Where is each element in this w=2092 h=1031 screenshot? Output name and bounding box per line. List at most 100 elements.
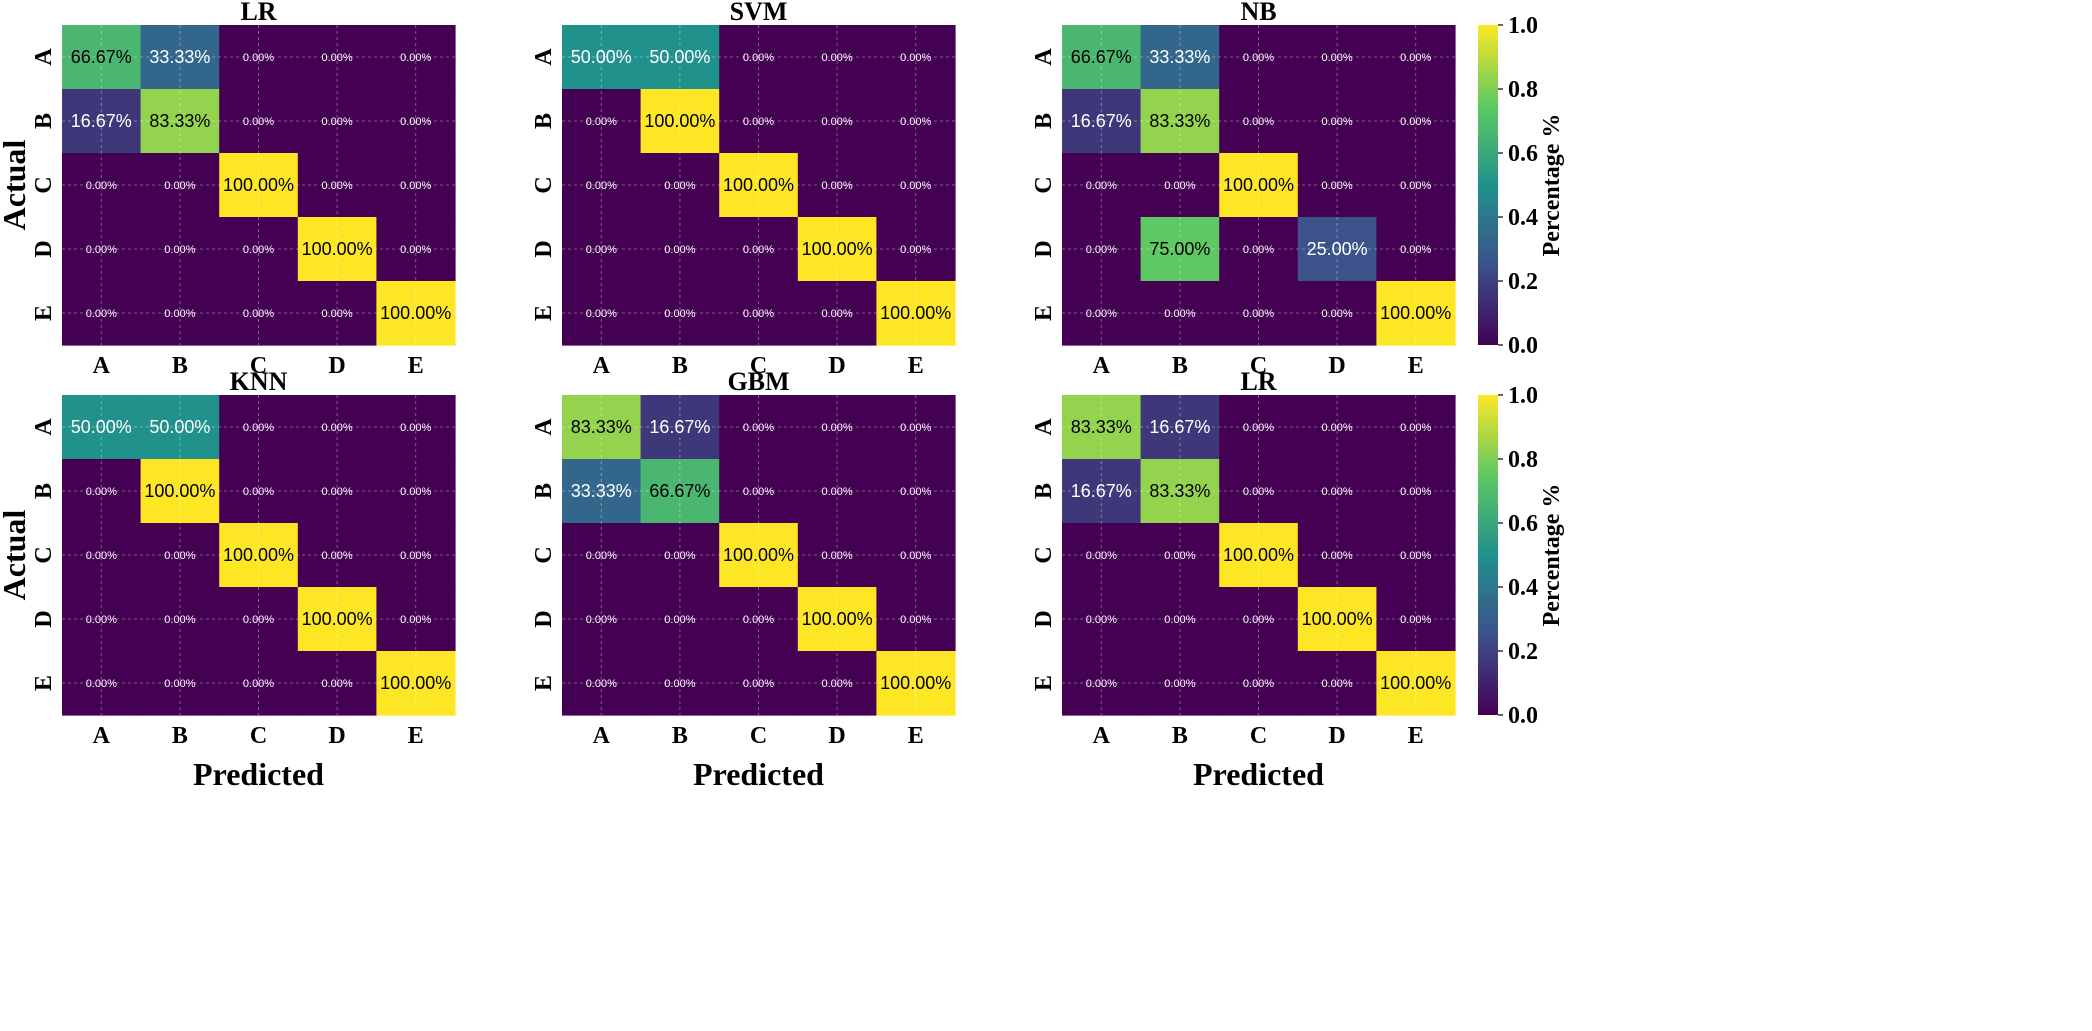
- panel-1-lr-cell-label: 16.67%: [71, 111, 132, 131]
- panel-6-lr-cell-label: 16.67%: [1071, 481, 1132, 501]
- panel-1-lr-cell-label: 0.00%: [400, 116, 431, 128]
- panel-5-gbm-cell-label: 0.00%: [900, 486, 931, 498]
- panel-4-knn-cell-label: 50.00%: [149, 417, 210, 437]
- panel-5-gbm-cell-label: 0.00%: [664, 678, 695, 690]
- panel-6-lr-cell-b-a: [1062, 459, 1142, 524]
- panel-5-gbm-ytick-e: E: [531, 675, 557, 691]
- panel-3-nb-cell-label: 0.00%: [1086, 308, 1117, 320]
- panel-4-knn-cell-a-a: [62, 395, 142, 460]
- panel-1-lr-cell-label: 0.00%: [243, 116, 274, 128]
- panel-6-lr-cell-label: 16.67%: [1149, 417, 1210, 437]
- panel-2-svm-cell-label: 0.00%: [900, 52, 931, 64]
- panel-4-knn-cell-e-b: [140, 651, 220, 716]
- panel-1-lr-cell-c-a: [62, 153, 142, 218]
- panel-1-lr-xtick-e: E: [408, 353, 424, 379]
- panel-1-lr-cell-b-d: [297, 89, 377, 154]
- panel-6-lr-cell-d-c: [1219, 587, 1299, 652]
- panel-2-svm-cell-label: 0.00%: [743, 308, 774, 320]
- panel-2-svm-cell-label: 0.00%: [586, 244, 617, 256]
- panel-1-lr-cell-label: 0.00%: [321, 52, 352, 64]
- panel-4-knn-cell-label: 0.00%: [86, 614, 117, 626]
- panel-3-nb-cell-label: 25.00%: [1307, 239, 1368, 259]
- panel-5-gbm-cell-e-d: [797, 651, 877, 716]
- panel-4-knn-cell-d-e: [376, 587, 456, 652]
- panel-5-gbm-cell-c-d: [797, 523, 877, 588]
- panel-3-nb-cell-label: 66.67%: [1071, 47, 1132, 67]
- panel-2-svm-cell-label: 0.00%: [821, 52, 852, 64]
- panel-1-lr-cell-label: 0.00%: [86, 308, 117, 320]
- panel-6-lr-xtick-b: B: [1172, 723, 1188, 749]
- panel-6-lr-cell-d-e: [1376, 587, 1456, 652]
- panel-3-nb-cell-label: 0.00%: [1321, 116, 1352, 128]
- panel-2-svm-ytick-b: B: [531, 113, 557, 129]
- panel-1-lr-cell-label: 0.00%: [164, 308, 195, 320]
- panel-2-svm-cell-e-d: [797, 281, 877, 346]
- panel-6-lr-cell-label: 0.00%: [1086, 550, 1117, 562]
- panel-3-nb-cell-label: 0.00%: [1243, 52, 1274, 64]
- panel-4-knn-xtick-d: D: [328, 723, 345, 749]
- panel-5-gbm-cell-label: 100.00%: [880, 673, 951, 693]
- panel-4-knn-cell-d-b: [140, 587, 220, 652]
- panel-2-svm-xtick-c: C: [750, 353, 767, 379]
- panel-4-knn-xtick-e: E: [408, 723, 424, 749]
- panel-2-svm-cell-label: 0.00%: [743, 244, 774, 256]
- panel-3-nb-ytick-b: B: [1031, 113, 1057, 129]
- panel-4-knn-cell-label: 0.00%: [321, 422, 352, 434]
- panel-3-nb-cell-a-d: [1297, 25, 1377, 90]
- panel-1-lr-ytick-c: C: [31, 176, 57, 193]
- panel-3-nb-xtick-d: D: [1328, 353, 1345, 379]
- panel-1-lr-xtick-a: A: [93, 353, 111, 379]
- panel-6-lr-cell-c-e: [1376, 523, 1456, 588]
- panel-3-nb-cell-d-c: [1219, 217, 1299, 282]
- panel-3-nb: 66.67% 33.33% 0.00% 0.00% 0.00% 16.67% 83.33% 0…: [1031, 0, 1456, 379]
- panel-3-nb-cell-label: 0.00%: [1400, 244, 1431, 256]
- panel-1-lr-cell-label: 33.33%: [149, 47, 210, 67]
- panel-6-lr-cell-label: 0.00%: [1321, 422, 1352, 434]
- panel-4-knn-cell-b-d: [297, 459, 377, 524]
- panel-6-lr-cell-a-c: [1219, 395, 1299, 460]
- panel-2-svm-xtick-b: B: [672, 353, 688, 379]
- panel-3-nb-ytick-a: A: [1031, 48, 1057, 66]
- panel-3-nb-cell-b-d: [1297, 89, 1377, 154]
- panel-6-lr-cell-label: 0.00%: [1086, 678, 1117, 690]
- panel-2-svm-cell-label: 0.00%: [900, 180, 931, 192]
- panel-4-knn-cell-label: 0.00%: [243, 486, 274, 498]
- panel-6-lr-cell-d-d: [1297, 587, 1377, 652]
- panel-4-knn-cell-label: 0.00%: [400, 486, 431, 498]
- panel-4-knn-cell-e-a: [62, 651, 142, 716]
- panel-6-lr-ytick-a: A: [1031, 418, 1057, 436]
- panel-1-lr-cell-d-c: [219, 217, 299, 282]
- panel-4-knn-cell-e-d: [297, 651, 377, 716]
- panel-2-svm-cell-d-c: [719, 217, 799, 282]
- panel-6-lr-cell-b-e: [1376, 459, 1456, 524]
- panel-1-lr-cell-e-c: [219, 281, 299, 346]
- panel-2-svm-cell-label: 100.00%: [723, 175, 794, 195]
- panel-2-svm-cell-e-e: [876, 281, 956, 346]
- panel-1-lr-cell-c-d: [297, 153, 377, 218]
- panel-5-gbm-cell-label: 83.33%: [571, 417, 632, 437]
- panel-6-lr-cell-e-e: [1376, 651, 1456, 716]
- panel-3-nb-cell-a-a: [1062, 25, 1142, 90]
- panel-3-nb-cell-a-b: [1140, 25, 1220, 90]
- panel-6-lr-xtick-a: A: [1093, 723, 1111, 749]
- panel-5-gbm-cell-d-e: [876, 587, 956, 652]
- panel-4-knn-ytick-c: C: [31, 546, 57, 563]
- panel-3-nb-cell-label: 0.00%: [1243, 308, 1274, 320]
- panel-6-lr-cell-label: 100.00%: [1302, 609, 1373, 629]
- extra-labels-group: Predicted: [193, 756, 324, 792]
- panel-6-lr-cell-a-b: [1140, 395, 1220, 460]
- panel-1-lr-cell-b-c: [219, 89, 299, 154]
- panel-6-lr-cell-a-e: [1376, 395, 1456, 460]
- panel-6-lr-cell-d-b: [1140, 587, 1220, 652]
- panel-5-gbm-cell-label: 0.00%: [900, 614, 931, 626]
- panel-6-lr-ytick-e: E: [1031, 675, 1057, 691]
- panel-5-gbm-cell-d-c: [719, 587, 799, 652]
- panel-5-gbm-cell-e-b: [640, 651, 720, 716]
- panel-1-lr-cell-c-c: [219, 153, 299, 218]
- panel-1-lr-cell-label: 0.00%: [243, 244, 274, 256]
- panel-3-nb-xtick-a: A: [1093, 353, 1111, 379]
- panel-1-lr-ylabel: Actual: [0, 140, 32, 231]
- panel-2-svm-ytick-a: A: [531, 48, 557, 66]
- panel-1-lr-cell-b-b: [140, 89, 220, 154]
- panel-3-nb-cell-label: 0.00%: [1321, 180, 1352, 192]
